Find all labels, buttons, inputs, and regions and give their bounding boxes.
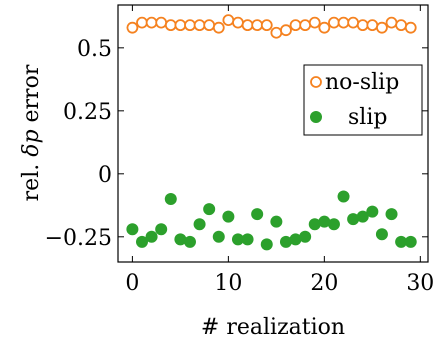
point-slip	[212, 230, 225, 243]
point-slip	[289, 233, 302, 246]
legend-box	[303, 64, 423, 136]
point-no-slip	[337, 16, 350, 29]
point-slip	[135, 235, 148, 248]
point-slip	[126, 223, 139, 236]
point-slip	[366, 205, 379, 218]
point-no-slip	[203, 19, 216, 32]
axis-tick-labels: 0 10 20 30 −0.25 0 0.25 0.5	[45, 37, 434, 296]
point-no-slip	[404, 21, 417, 34]
point-no-slip	[318, 21, 331, 34]
axis-ticks	[118, 5, 428, 262]
x-tick-label: 0	[125, 271, 139, 296]
legend-marker-no-slip	[310, 76, 322, 88]
point-slip	[347, 213, 360, 226]
y-axis-label: rel. δp error	[19, 64, 44, 201]
point-no-slip	[251, 19, 264, 32]
y-tick-label: 0.5	[77, 37, 112, 62]
point-no-slip	[260, 19, 273, 32]
point-no-slip	[308, 16, 321, 29]
point-no-slip	[241, 19, 254, 32]
point-no-slip	[395, 19, 408, 32]
legend-label-no-slip: no-slip	[325, 70, 399, 95]
point-no-slip	[366, 19, 379, 32]
x-axis-label: # realization	[201, 315, 345, 340]
y-tick-label: 0	[98, 163, 112, 188]
legend-marker-slip	[310, 111, 322, 123]
point-no-slip	[270, 26, 283, 39]
point-slip	[356, 210, 369, 223]
point-slip	[337, 190, 350, 203]
point-slip	[222, 210, 235, 223]
legend: no-slip slip	[303, 64, 423, 136]
point-no-slip	[184, 19, 196, 32]
point-slip	[327, 218, 340, 231]
point-slip	[395, 235, 408, 248]
point-no-slip	[356, 19, 369, 32]
point-no-slip	[222, 14, 235, 27]
plot-frame	[117, 4, 429, 263]
point-no-slip	[289, 19, 302, 32]
point-slip	[174, 233, 187, 246]
point-slip	[270, 215, 283, 228]
y-axis-label-prefix: rel.	[19, 157, 44, 202]
point-no-slip	[385, 16, 398, 29]
point-slip	[145, 230, 158, 243]
x-tick-label: 30	[406, 271, 434, 296]
point-slip	[375, 228, 388, 241]
point-slip	[183, 235, 196, 248]
point-slip	[308, 218, 321, 231]
point-no-slip	[328, 16, 340, 29]
point-no-slip	[155, 16, 168, 29]
y-tick-label: −0.25	[45, 226, 112, 251]
point-no-slip	[376, 21, 388, 34]
point-no-slip	[174, 19, 187, 32]
point-slip	[251, 208, 264, 221]
point-slip	[164, 193, 177, 206]
point-slip	[193, 218, 206, 231]
point-slip	[231, 233, 244, 246]
point-no-slip	[212, 21, 225, 34]
point-slip	[155, 223, 168, 236]
point-no-slip	[164, 19, 177, 32]
point-slip	[385, 208, 398, 221]
legend-label-slip: slip	[348, 105, 387, 130]
data-points	[126, 14, 417, 251]
x-tick-label: 10	[214, 271, 242, 296]
point-no-slip	[136, 16, 148, 29]
point-slip	[279, 235, 292, 248]
point-slip	[299, 230, 312, 243]
point-no-slip	[299, 19, 312, 32]
point-no-slip	[126, 21, 139, 34]
x-tick-label: 20	[310, 271, 338, 296]
point-no-slip	[347, 16, 360, 29]
y-axis-label-symbol: δp	[19, 129, 44, 156]
point-slip	[260, 238, 273, 251]
point-slip	[318, 215, 331, 228]
point-no-slip	[145, 16, 158, 29]
point-slip	[404, 235, 417, 248]
point-slip	[203, 203, 216, 216]
point-no-slip	[193, 19, 206, 32]
y-axis-label-suffix: error	[19, 64, 44, 129]
point-no-slip	[280, 24, 292, 37]
y-tick-label: 0.25	[63, 100, 112, 125]
point-slip	[241, 233, 254, 246]
point-no-slip	[232, 16, 244, 29]
